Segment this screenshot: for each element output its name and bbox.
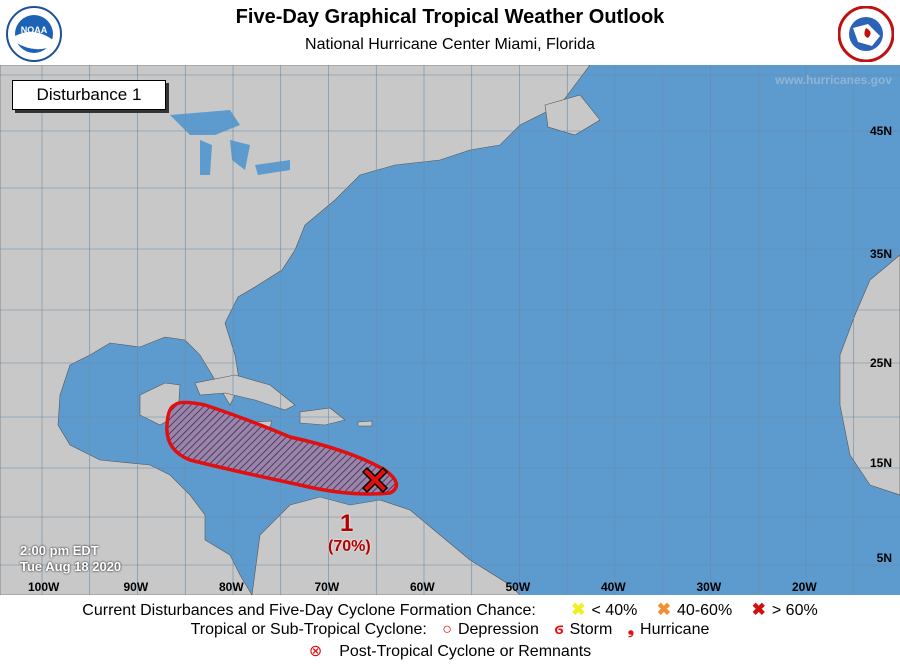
longitude-label: 70W: [314, 580, 340, 594]
legend-storm: Storm: [569, 621, 613, 638]
nws-logo: [838, 6, 894, 62]
legend-hurricane: Hurricane: [640, 621, 710, 638]
legend-formation-label: Current Disturbances and Five-Day Cyclon…: [82, 602, 536, 619]
longitude-label: 80W: [219, 580, 244, 594]
depression-circle-icon: ○: [442, 621, 452, 638]
africa: [839, 254, 900, 496]
storm-icon: ϭ: [554, 621, 564, 638]
longitude-label: 90W: [123, 580, 149, 594]
latitude-label: 25N: [869, 356, 892, 370]
x-orange-icon: ✖: [656, 600, 672, 619]
longitude-label: 60W: [410, 580, 435, 594]
legend-row-formation-chance: Current Disturbances and Five-Day Cyclon…: [0, 600, 900, 620]
cuba: [194, 374, 296, 411]
latitude-label: 15N: [869, 456, 892, 470]
noaa-logo: NOAA: [6, 6, 62, 62]
legend-high: > 60%: [771, 602, 818, 619]
latitude-label: 5N: [876, 551, 892, 565]
latitude-label: 35N: [869, 247, 892, 261]
newfoundland: [544, 94, 601, 136]
hispaniola: [299, 407, 346, 426]
disturbance-1-label-box[interactable]: Disturbance 1: [12, 80, 166, 110]
issue-date: Tue Aug 18 2020: [20, 559, 122, 574]
longitude-label: 30W: [696, 580, 722, 594]
legend-medium: 40-60%: [677, 602, 733, 619]
issue-time: 2:00 pm EDT: [20, 543, 99, 558]
legend-cyclone-label: Tropical or Sub-Tropical Cyclone:: [190, 621, 427, 638]
outlook-map: [0, 65, 900, 595]
post-tropical-icon: ⊗: [308, 643, 323, 660]
longitude-label: 40W: [601, 580, 626, 594]
x-red-icon: ✖: [751, 600, 766, 619]
longitude-label: 20W: [792, 580, 817, 594]
page-subtitle: National Hurricane Center Miami, Florida: [305, 36, 595, 53]
puerto-rico: [357, 420, 373, 427]
svg-text:NOAA: NOAA: [21, 25, 48, 35]
latitude-label: 45N: [869, 124, 892, 138]
legend-post-tropical: Post-Tropical Cyclone or Remnants: [339, 643, 592, 660]
land-masses: [0, 65, 900, 595]
legend-low: < 40%: [591, 602, 638, 619]
x-yellow-icon: ✖: [571, 600, 586, 619]
disturbance-1-x-marker[interactable]: [361, 466, 389, 494]
great-lakes: [170, 110, 290, 175]
disturbance-1-area[interactable]: [165, 400, 399, 496]
disturbance-number: 1: [340, 510, 354, 537]
legend-row-post-tropical: ⊗ Post-Tropical Cyclone or Remnants: [0, 641, 900, 661]
south-america: [251, 496, 521, 595]
longitude-label: 100W: [28, 580, 60, 594]
disturbance-chance: (70%): [328, 538, 371, 555]
north-america: [0, 65, 591, 595]
website-watermark: www.hurricanes.gov: [775, 73, 892, 87]
lat-lon-grid: [0, 65, 900, 595]
page-title: Five-Day Graphical Tropical Weather Outl…: [235, 6, 665, 28]
longitude-label: 50W: [505, 580, 531, 594]
hurricane-icon: ❟: [627, 621, 635, 638]
legend-depression: Depression: [457, 621, 539, 638]
legend-row-cyclone: Tropical or Sub-Tropical Cyclone: ○ Depre…: [0, 621, 900, 639]
